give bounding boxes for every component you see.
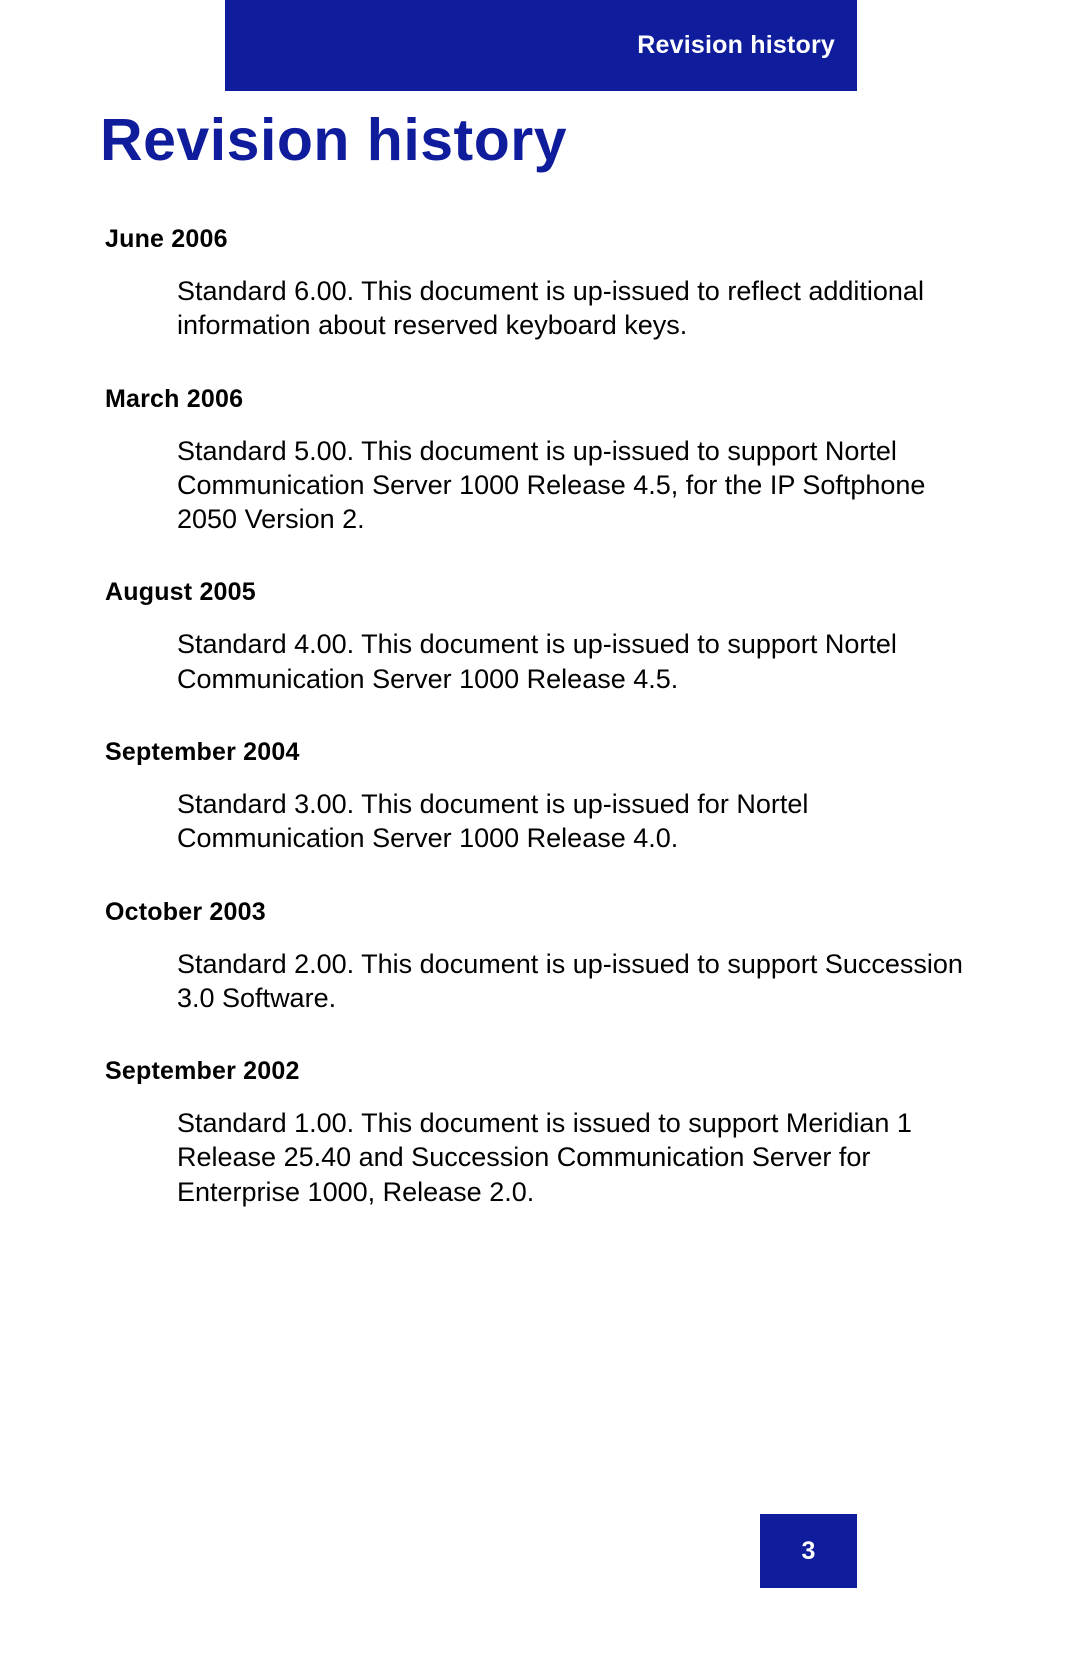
revision-history-content: June 2006 Standard 6.00. This document i… bbox=[105, 225, 975, 1251]
header-bar: Revision history bbox=[225, 0, 857, 91]
header-label: Revision history bbox=[637, 31, 835, 60]
revision-date: September 2004 bbox=[105, 738, 975, 767]
revision-entry: September 2004 Standard 3.00. This docum… bbox=[105, 738, 975, 856]
page-number: 3 bbox=[802, 1537, 816, 1566]
revision-date: June 2006 bbox=[105, 225, 975, 254]
revision-body: Standard 2.00. This document is up-issue… bbox=[177, 947, 967, 1016]
revision-date: March 2006 bbox=[105, 385, 975, 414]
revision-body: Standard 3.00. This document is up-issue… bbox=[177, 787, 967, 856]
revision-body: Standard 6.00. This document is up-issue… bbox=[177, 274, 967, 343]
footer-page-box: 3 bbox=[760, 1514, 857, 1588]
revision-body: Standard 1.00. This document is issued t… bbox=[177, 1106, 967, 1209]
revision-entry: September 2002 Standard 1.00. This docum… bbox=[105, 1057, 975, 1209]
page-title: Revision history bbox=[100, 106, 567, 174]
revision-entry: March 2006 Standard 5.00. This document … bbox=[105, 385, 975, 537]
revision-body: Standard 4.00. This document is up-issue… bbox=[177, 627, 967, 696]
revision-date: August 2005 bbox=[105, 578, 975, 607]
revision-entry: August 2005 Standard 4.00. This document… bbox=[105, 578, 975, 696]
revision-entry: October 2003 Standard 2.00. This documen… bbox=[105, 898, 975, 1016]
revision-date: October 2003 bbox=[105, 898, 975, 927]
revision-date: September 2002 bbox=[105, 1057, 975, 1086]
revision-entry: June 2006 Standard 6.00. This document i… bbox=[105, 225, 975, 343]
revision-body: Standard 5.00. This document is up-issue… bbox=[177, 434, 967, 537]
